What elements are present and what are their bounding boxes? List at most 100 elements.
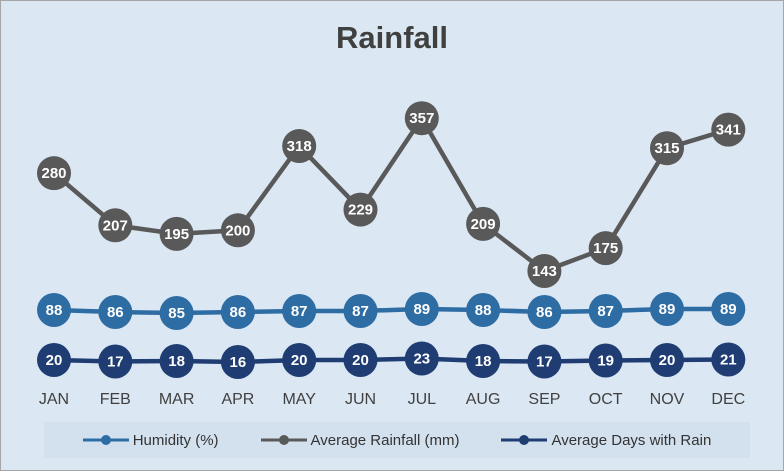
data-label: 89 xyxy=(659,301,676,318)
x-tick-label: NOV xyxy=(650,391,685,408)
data-label: 20 xyxy=(291,352,308,369)
legend-item: Humidity (%) xyxy=(82,431,219,449)
data-label: 88 xyxy=(475,302,492,319)
data-point xyxy=(159,216,194,251)
data-label: 89 xyxy=(720,301,737,318)
data-label: 18 xyxy=(475,353,492,370)
data-point xyxy=(650,292,684,326)
data-label: 87 xyxy=(352,303,369,320)
data-point xyxy=(98,344,133,379)
data-point xyxy=(404,292,439,326)
x-tick-label: SEP xyxy=(528,391,560,408)
data-point xyxy=(220,345,255,379)
data-label: 18 xyxy=(168,353,185,370)
data-label: 229 xyxy=(348,202,373,219)
data-point xyxy=(37,293,71,327)
data-point xyxy=(588,231,623,266)
data-label: 86 xyxy=(536,304,553,321)
data-point xyxy=(343,294,378,328)
series-line-2 xyxy=(53,356,729,365)
legend-marker xyxy=(82,435,129,445)
data-point xyxy=(282,343,317,377)
data-label: 17 xyxy=(536,354,553,371)
data-label: 88 xyxy=(46,302,63,319)
data-point xyxy=(343,192,378,227)
data-label: 341 xyxy=(716,122,741,139)
data-label: 318 xyxy=(287,138,312,155)
legend-item: Average Days with Rain xyxy=(501,432,711,449)
data-label: 280 xyxy=(41,165,66,182)
legend-label: Humidity (%) xyxy=(132,431,219,449)
data-label: 87 xyxy=(597,303,614,320)
data-point xyxy=(404,341,439,376)
data-point xyxy=(282,294,317,328)
data-point xyxy=(588,343,623,378)
data-label: 20 xyxy=(46,352,63,369)
data-point xyxy=(37,343,71,377)
legend-marker xyxy=(501,435,548,445)
x-tick-label: JAN xyxy=(39,391,69,408)
data-label: 20 xyxy=(659,352,676,369)
data-point xyxy=(650,343,684,377)
legend-item: Average Rainfall (mm) xyxy=(260,431,460,449)
data-label: 315 xyxy=(654,140,679,157)
data-point xyxy=(159,344,194,378)
x-tick-label: APR xyxy=(221,391,254,408)
legend-marker xyxy=(260,435,307,445)
legend-label: Average Rainfall (mm) xyxy=(310,431,460,449)
data-label: 143 xyxy=(532,263,557,280)
data-point xyxy=(98,295,133,329)
data-point xyxy=(588,294,623,328)
data-point xyxy=(466,293,501,327)
data-label: 20 xyxy=(352,352,369,369)
data-label: 17 xyxy=(107,354,124,371)
data-point xyxy=(650,131,684,166)
x-tick-label: JUL xyxy=(408,391,437,408)
data-point xyxy=(404,101,439,136)
data-label: 89 xyxy=(413,301,430,318)
data-label: 19 xyxy=(597,353,614,370)
data-label: 85 xyxy=(168,305,185,322)
data-point xyxy=(527,254,562,288)
data-label: 23 xyxy=(413,351,430,368)
data-point xyxy=(343,343,378,377)
x-tick-label: MAR xyxy=(159,391,195,408)
legend-label: Average Days with Rain xyxy=(551,431,712,449)
data-point xyxy=(282,129,317,164)
x-tick-label: MAY xyxy=(282,391,316,408)
series-line-1 xyxy=(52,115,729,274)
data-label: 195 xyxy=(164,226,189,243)
data-label: 87 xyxy=(291,303,308,320)
x-tick-label: DEC xyxy=(711,391,745,408)
data-point xyxy=(466,206,501,241)
data-label: 21 xyxy=(720,352,737,369)
data-point xyxy=(220,213,255,248)
data-label: 86 xyxy=(107,304,124,321)
data-label: 207 xyxy=(103,217,128,234)
data-label: 86 xyxy=(230,304,247,321)
data-point xyxy=(98,208,133,243)
x-tick-label: OCT xyxy=(589,391,623,408)
data-label: 175 xyxy=(593,240,618,257)
chart-title: Rainfall xyxy=(336,20,448,55)
data-point xyxy=(527,344,562,379)
data-point xyxy=(220,295,255,329)
data-point xyxy=(37,156,71,191)
series-line-0 xyxy=(53,306,729,316)
data-label: 200 xyxy=(225,222,250,239)
x-tick-label: FEB xyxy=(100,391,131,408)
data-point xyxy=(711,292,746,326)
data-label: 357 xyxy=(409,110,434,127)
data-point xyxy=(711,342,746,377)
data-point xyxy=(466,344,501,378)
data-point xyxy=(527,295,562,329)
data-point xyxy=(159,296,194,330)
legend: Humidity (%) Average Rainfall (mm) Average… xyxy=(44,422,750,458)
x-tick-label: AUG xyxy=(466,391,501,408)
x-tick-label: JUN xyxy=(345,391,376,408)
data-label: 209 xyxy=(471,216,496,233)
data-label: 16 xyxy=(230,354,247,371)
data-point xyxy=(711,112,746,147)
